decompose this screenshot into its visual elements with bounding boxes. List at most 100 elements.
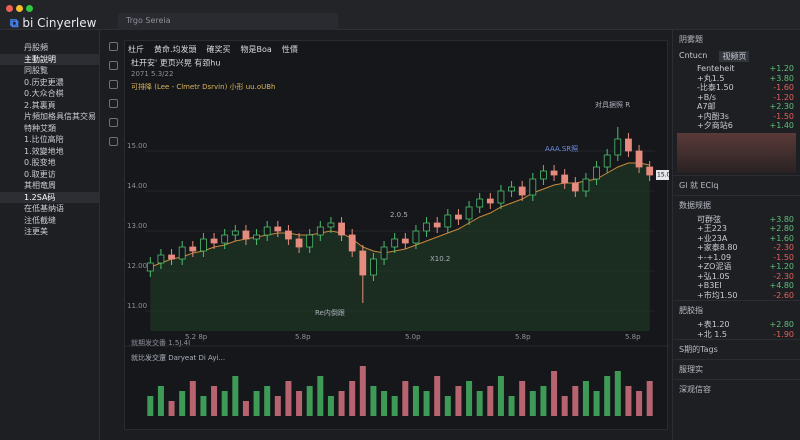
footer-item[interactable]: 服理实 <box>673 359 800 379</box>
nav-item[interactable]: 0.股变地 <box>24 158 56 167</box>
watch-row[interactable]: +夕商站6 +1.40 <box>673 121 800 131</box>
volume-bar <box>636 391 643 416</box>
nav-item[interactable]: 注更美 <box>24 227 48 236</box>
candle-body <box>423 222 430 232</box>
candle-body <box>359 250 367 276</box>
change: -2.30 <box>773 243 794 252</box>
tool[interactable] <box>108 42 118 51</box>
volume-bar <box>423 391 430 416</box>
volume-bar <box>232 376 239 416</box>
watch-row[interactable]: +-+1.09 -1.50 <box>673 253 800 263</box>
symbol: Fenteheit <box>697 64 735 73</box>
candle-body <box>306 234 314 248</box>
sidebar: 丹股頻 主動說明 同股覧 0.历史更濃 0.大众合棋 2.其裏頁片頻加格具信其交易 特种艾類… <box>0 30 100 440</box>
symbol: 可群弦 <box>697 214 721 224</box>
watch-row[interactable]: -比泰1.50 -1.60 <box>673 83 800 93</box>
change: -1.90 <box>773 329 794 339</box>
change: -1.50 <box>773 111 794 121</box>
min-btn[interactable] <box>16 5 23 12</box>
nav-item[interactable]: 特种艾類 <box>24 123 56 133</box>
watch-row[interactable]: +B/s -1.20 <box>673 93 800 103</box>
nav-item[interactable]: 0.取更访 <box>24 169 56 179</box>
candle-body <box>253 234 260 240</box>
candle-body <box>550 170 558 176</box>
tool[interactable] <box>108 61 118 70</box>
nav-item[interactable]: 2.其裏頁 <box>24 100 56 110</box>
volume-bar <box>444 396 451 416</box>
tool[interactable] <box>108 137 118 146</box>
nav-item[interactable]: 主動說明 <box>0 53 99 65</box>
watch-row[interactable]: +B3EI +4.80 <box>673 281 800 291</box>
max-btn[interactable] <box>26 5 33 12</box>
watch-row[interactable]: +ZO泥语 +1.20 <box>673 262 800 272</box>
volume-bar <box>189 381 196 416</box>
change: -2.60 <box>773 290 794 300</box>
watch-row[interactable]: +北 1.5 -1.90 <box>673 330 800 340</box>
candle-body <box>455 214 462 220</box>
watch-row[interactable]: +市均1.50 -2.60 <box>673 291 800 301</box>
watch-row[interactable]: Fenteheit +1.20 <box>673 64 800 74</box>
candle-body <box>593 166 600 180</box>
volume-bar <box>264 386 271 416</box>
tool[interactable] <box>108 99 118 108</box>
watch-row[interactable]: A7邮 +2.30 <box>673 102 800 112</box>
x-tick-label: 5.0p <box>405 333 421 341</box>
tab[interactable]: 视频页 <box>719 51 750 62</box>
menu-item[interactable]: 確奖买 <box>206 45 231 54</box>
nav-item[interactable]: 1.比位高陪 <box>24 135 64 144</box>
candle-body <box>178 246 186 260</box>
watch-row[interactable]: 可群弦 +3.80 <box>673 215 800 225</box>
tool[interactable] <box>108 80 118 89</box>
nav-item[interactable]: 0.历史更濃 <box>24 77 64 87</box>
watch-row[interactable]: +业23A +1.60 <box>673 234 800 244</box>
menu-item[interactable]: 性價 <box>281 45 298 54</box>
footer-item[interactable]: 深观信容 <box>673 379 800 399</box>
volume-bar <box>582 381 589 416</box>
volume-bar <box>253 391 260 416</box>
tab[interactable]: Cntucn <box>679 51 708 60</box>
watch-row[interactable]: +弘1.0S -2.30 <box>673 272 800 282</box>
volume-bar <box>370 386 377 416</box>
change: -2.30 <box>773 271 794 281</box>
volume-bar <box>296 391 303 416</box>
chart: 杜开安' 更页兴晃 有颈hu 2071 5.3/22 可排降 (Lee - Clme… <box>125 58 669 416</box>
tool[interactable] <box>108 118 118 127</box>
nav-item[interactable]: 在低基纳语 <box>24 204 64 213</box>
nav-item[interactable]: 其相竜周 <box>24 181 56 190</box>
x-tick-label: 5.8p <box>625 333 641 341</box>
panel-title: 阴雾题 <box>679 35 703 44</box>
nav-item[interactable]: 片頻加格具信其交易 <box>24 112 96 121</box>
watch-row[interactable]: +表1.20 +2.80 <box>673 320 800 330</box>
volume-bar <box>487 386 494 416</box>
menu-item[interactable]: 物是Boa <box>240 45 272 54</box>
footer-item[interactable]: S期的Tags <box>673 339 800 359</box>
annotation: 2.0.5 <box>390 211 408 219</box>
annotation: Re内倒跟 <box>315 308 345 317</box>
candle-body <box>295 238 303 248</box>
change: +3.80 <box>769 214 794 224</box>
change: -1.50 <box>773 252 794 262</box>
change: +4.80 <box>769 281 794 290</box>
menu-item[interactable]: 杜斤 <box>128 45 144 54</box>
nav-item[interactable]: 1.2SA码 <box>0 191 99 203</box>
watch-row[interactable]: +内酚3s -1.50 <box>673 112 800 122</box>
watch-row[interactable]: +丸1.5 +3.80 <box>673 74 800 84</box>
volume-bar <box>317 376 324 416</box>
menu-item[interactable]: 黄命.均发頭 <box>154 45 197 54</box>
x-tick-label: 5.8p <box>295 333 311 341</box>
annotation: 对具据照 R <box>595 100 630 109</box>
menu: 杜斤 黄命.均发頭 確奖买 物是Boa 性價 <box>128 44 308 55</box>
change: +2.80 <box>769 320 794 329</box>
y-tick-label: 15.00 <box>127 142 147 150</box>
close-btn[interactable] <box>6 5 13 12</box>
nav-item[interactable]: 1.效變地地 <box>24 146 64 156</box>
nav-item[interactable]: 0.大众合棋 <box>24 89 64 98</box>
nav-item[interactable]: 丹股頻 <box>24 43 48 52</box>
nav-item[interactable]: 注低截缝 <box>24 215 56 225</box>
tab[interactable]: Trgo Sereia <box>118 13 338 30</box>
watch-row[interactable]: +家泰8.80 -2.30 <box>673 243 800 253</box>
symbol: +B3EI <box>697 281 722 290</box>
nav-item[interactable]: 同股覧 <box>24 66 48 75</box>
watch-row[interactable]: +王223 +2.80 <box>673 224 800 234</box>
